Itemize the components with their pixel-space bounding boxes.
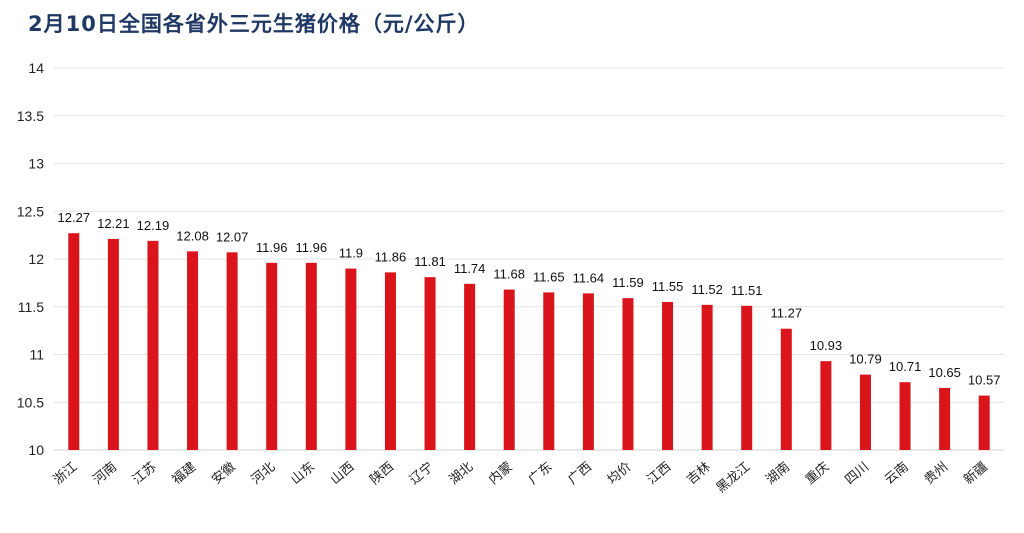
y-tick-label: 10.5 [17,394,44,410]
x-tick-label: 湖北 [447,460,477,488]
bar-16 [662,301,674,450]
x-tick-label: 黑龙江 [714,460,754,497]
bar-15 [622,298,634,450]
data-label: 10.93 [810,338,843,353]
bar-21 [859,374,871,450]
y-tick-label: 11 [29,347,44,363]
gridlines [54,67,1004,451]
y-tick-label: 13 [28,156,44,172]
bars [68,233,990,450]
bar-23 [939,387,951,450]
bar-1 [68,233,80,450]
data-label: 11.52 [691,282,723,297]
bar-11 [464,283,476,450]
y-tick-label: 14 [28,60,44,76]
x-tick-label: 山西 [328,460,358,488]
x-tick-label: 陕西 [367,460,397,488]
x-tick-label: 湖南 [763,459,793,488]
data-label: 11.96 [296,240,328,255]
data-label: 11.27 [771,306,803,321]
y-tick-label: 10 [28,442,44,458]
x-tick-label: 贵州 [922,460,952,488]
x-tick-label: 山东 [288,460,318,488]
y-tick-label: 12 [28,251,44,267]
data-label: 10.79 [849,352,882,367]
data-label: 11.55 [652,279,684,294]
bar-4 [187,251,199,450]
x-tick-label: 安徽 [209,460,239,488]
data-label: 12.21 [97,216,130,231]
x-tick-label: 河北 [249,460,279,488]
data-label: 11.68 [493,267,525,282]
x-tick-label: 广东 [526,460,556,488]
x-tick-label: 四川 [842,460,872,488]
x-tick-label: 吉林 [684,460,714,488]
bar-19 [780,328,792,450]
bar-13 [543,292,555,450]
x-tick-label: 福建 [170,460,200,488]
data-label: 10.57 [968,373,1001,388]
data-label: 11.51 [731,283,763,298]
bar-7 [305,262,317,450]
bar-22 [899,382,911,450]
chart-title: 2月10日全国各省外三元生猪价格（元/公斤） [28,12,480,36]
x-tick-label: 浙江 [51,460,81,488]
bar-5 [226,252,238,450]
x-tick-label: 新疆 [961,459,991,488]
data-label: 12.19 [137,218,170,233]
data-label: 11.65 [533,269,565,284]
data-label: 11.9 [339,246,363,261]
bar-3 [147,240,159,450]
bar-18 [741,305,753,450]
data-label: 11.86 [375,249,407,264]
x-tick-label: 均价 [605,460,635,488]
data-label: 10.65 [928,365,961,380]
x-tick-label: 河南 [90,459,120,488]
bar-17 [701,304,713,450]
y-axis-ticks: 10 10.5 11 11.5 12 12.5 13 13.5 14 [17,60,44,458]
x-axis-ticks: 浙江 河南 江苏 福建 安徽 河北 山东 山西 陕西 辽宁 湖北 内蒙 广东 广西 均价 江西 吉林 黑龙江 湖南重… [51,459,991,496]
bar-9 [384,272,396,450]
data-label: 11.74 [454,261,486,276]
data-label: 10.71 [889,359,922,374]
data-label: 12.27 [58,210,91,225]
bar-20 [820,361,832,450]
data-label: 11.81 [414,254,446,269]
x-tick-label: 内蒙 [486,459,516,488]
y-tick-label: 12.5 [17,203,44,219]
bar-14 [582,293,594,450]
x-tick-label: 江苏 [129,459,159,488]
data-label: 11.64 [573,270,605,285]
data-labels: 12.27 12.21 12.19 12.08 12.07 11.96 11.96 11.9 1… [58,210,1001,387]
data-label: 11.59 [612,275,644,290]
bar-24 [978,395,990,450]
bar-10 [424,277,436,450]
x-tick-label: 重庆 [802,459,832,488]
bar-2 [107,238,119,450]
data-label: 12.08 [176,228,209,243]
x-tick-label: 云南 [881,459,911,488]
bar-8 [345,268,357,450]
data-label: 12.07 [216,229,249,244]
y-tick-label: 11.5 [18,299,44,315]
x-tick-label: 辽宁 [406,459,436,488]
x-tick-label: 广西 [565,460,595,488]
x-tick-label: 江西 [645,460,675,488]
y-tick-label: 13.5 [17,108,44,124]
bar-6 [266,262,278,450]
data-label: 11.96 [256,240,288,255]
bar-12 [503,289,515,450]
